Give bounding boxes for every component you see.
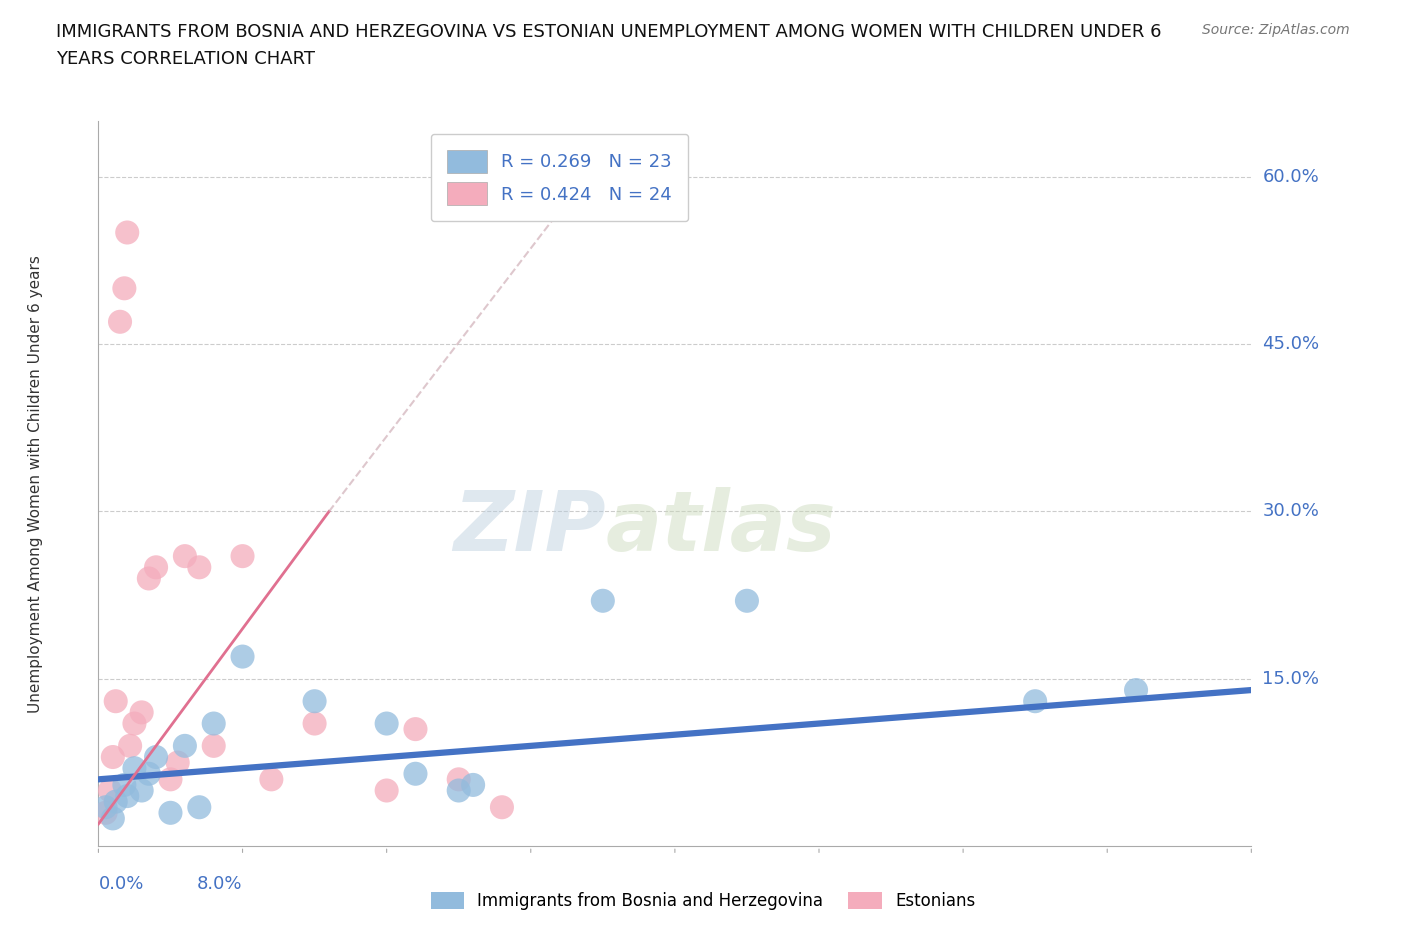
Point [188,800,211,815]
Point [592,593,614,608]
Point [405,722,427,737]
Text: 30.0%: 30.0% [1263,502,1319,521]
Point [447,783,470,798]
Text: 45.0%: 45.0% [1263,335,1320,353]
Point [124,716,146,731]
Legend: Immigrants from Bosnia and Herzegovina, Estonians: Immigrants from Bosnia and Herzegovina, … [425,885,981,917]
Point [131,705,153,720]
Point [304,694,326,709]
Text: 15.0%: 15.0% [1263,670,1319,688]
Point [159,772,181,787]
Text: 60.0%: 60.0% [1263,167,1319,186]
Point [138,766,160,781]
Point [117,225,139,240]
Point [166,755,188,770]
Point [108,314,131,329]
Point [491,800,513,815]
Point [120,738,142,753]
Point [174,738,197,753]
Text: IMMIGRANTS FROM BOSNIA AND HERZEGOVINA VS ESTONIAN UNEMPLOYMENT AMONG WOMEN WITH: IMMIGRANTS FROM BOSNIA AND HERZEGOVINA V… [56,23,1161,68]
Point [104,694,127,709]
Point [124,761,146,776]
Point [375,783,398,798]
Point [112,777,135,792]
Point [405,766,427,781]
Point [131,783,153,798]
Point [98,783,121,798]
Point [145,750,167,764]
Point [174,549,197,564]
Point [159,805,181,820]
Point [375,716,398,731]
Point [231,549,254,564]
Point [112,281,135,296]
Point [260,772,283,787]
Point [1125,683,1147,698]
Point [117,789,139,804]
Text: 8.0%: 8.0% [197,875,243,894]
Point [145,560,167,575]
Point [104,794,127,809]
Point [188,560,211,575]
Text: Source: ZipAtlas.com: Source: ZipAtlas.com [1202,23,1350,37]
Point [138,571,160,586]
Point [101,811,124,826]
Legend: R = 0.269   N = 23, R = 0.424   N = 24: R = 0.269 N = 23, R = 0.424 N = 24 [430,134,689,221]
Point [231,649,254,664]
Point [202,738,225,753]
Point [202,716,225,731]
Point [447,772,470,787]
Point [304,716,326,731]
Point [101,750,124,764]
Text: 0.0%: 0.0% [98,875,143,894]
Point [94,800,117,815]
Text: atlas: atlas [606,486,837,567]
Point [1024,694,1046,709]
Point [735,593,758,608]
Text: ZIP: ZIP [453,486,606,567]
Point [94,805,117,820]
Text: Unemployment Among Women with Children Under 6 years: Unemployment Among Women with Children U… [28,255,42,712]
Point [461,777,484,792]
